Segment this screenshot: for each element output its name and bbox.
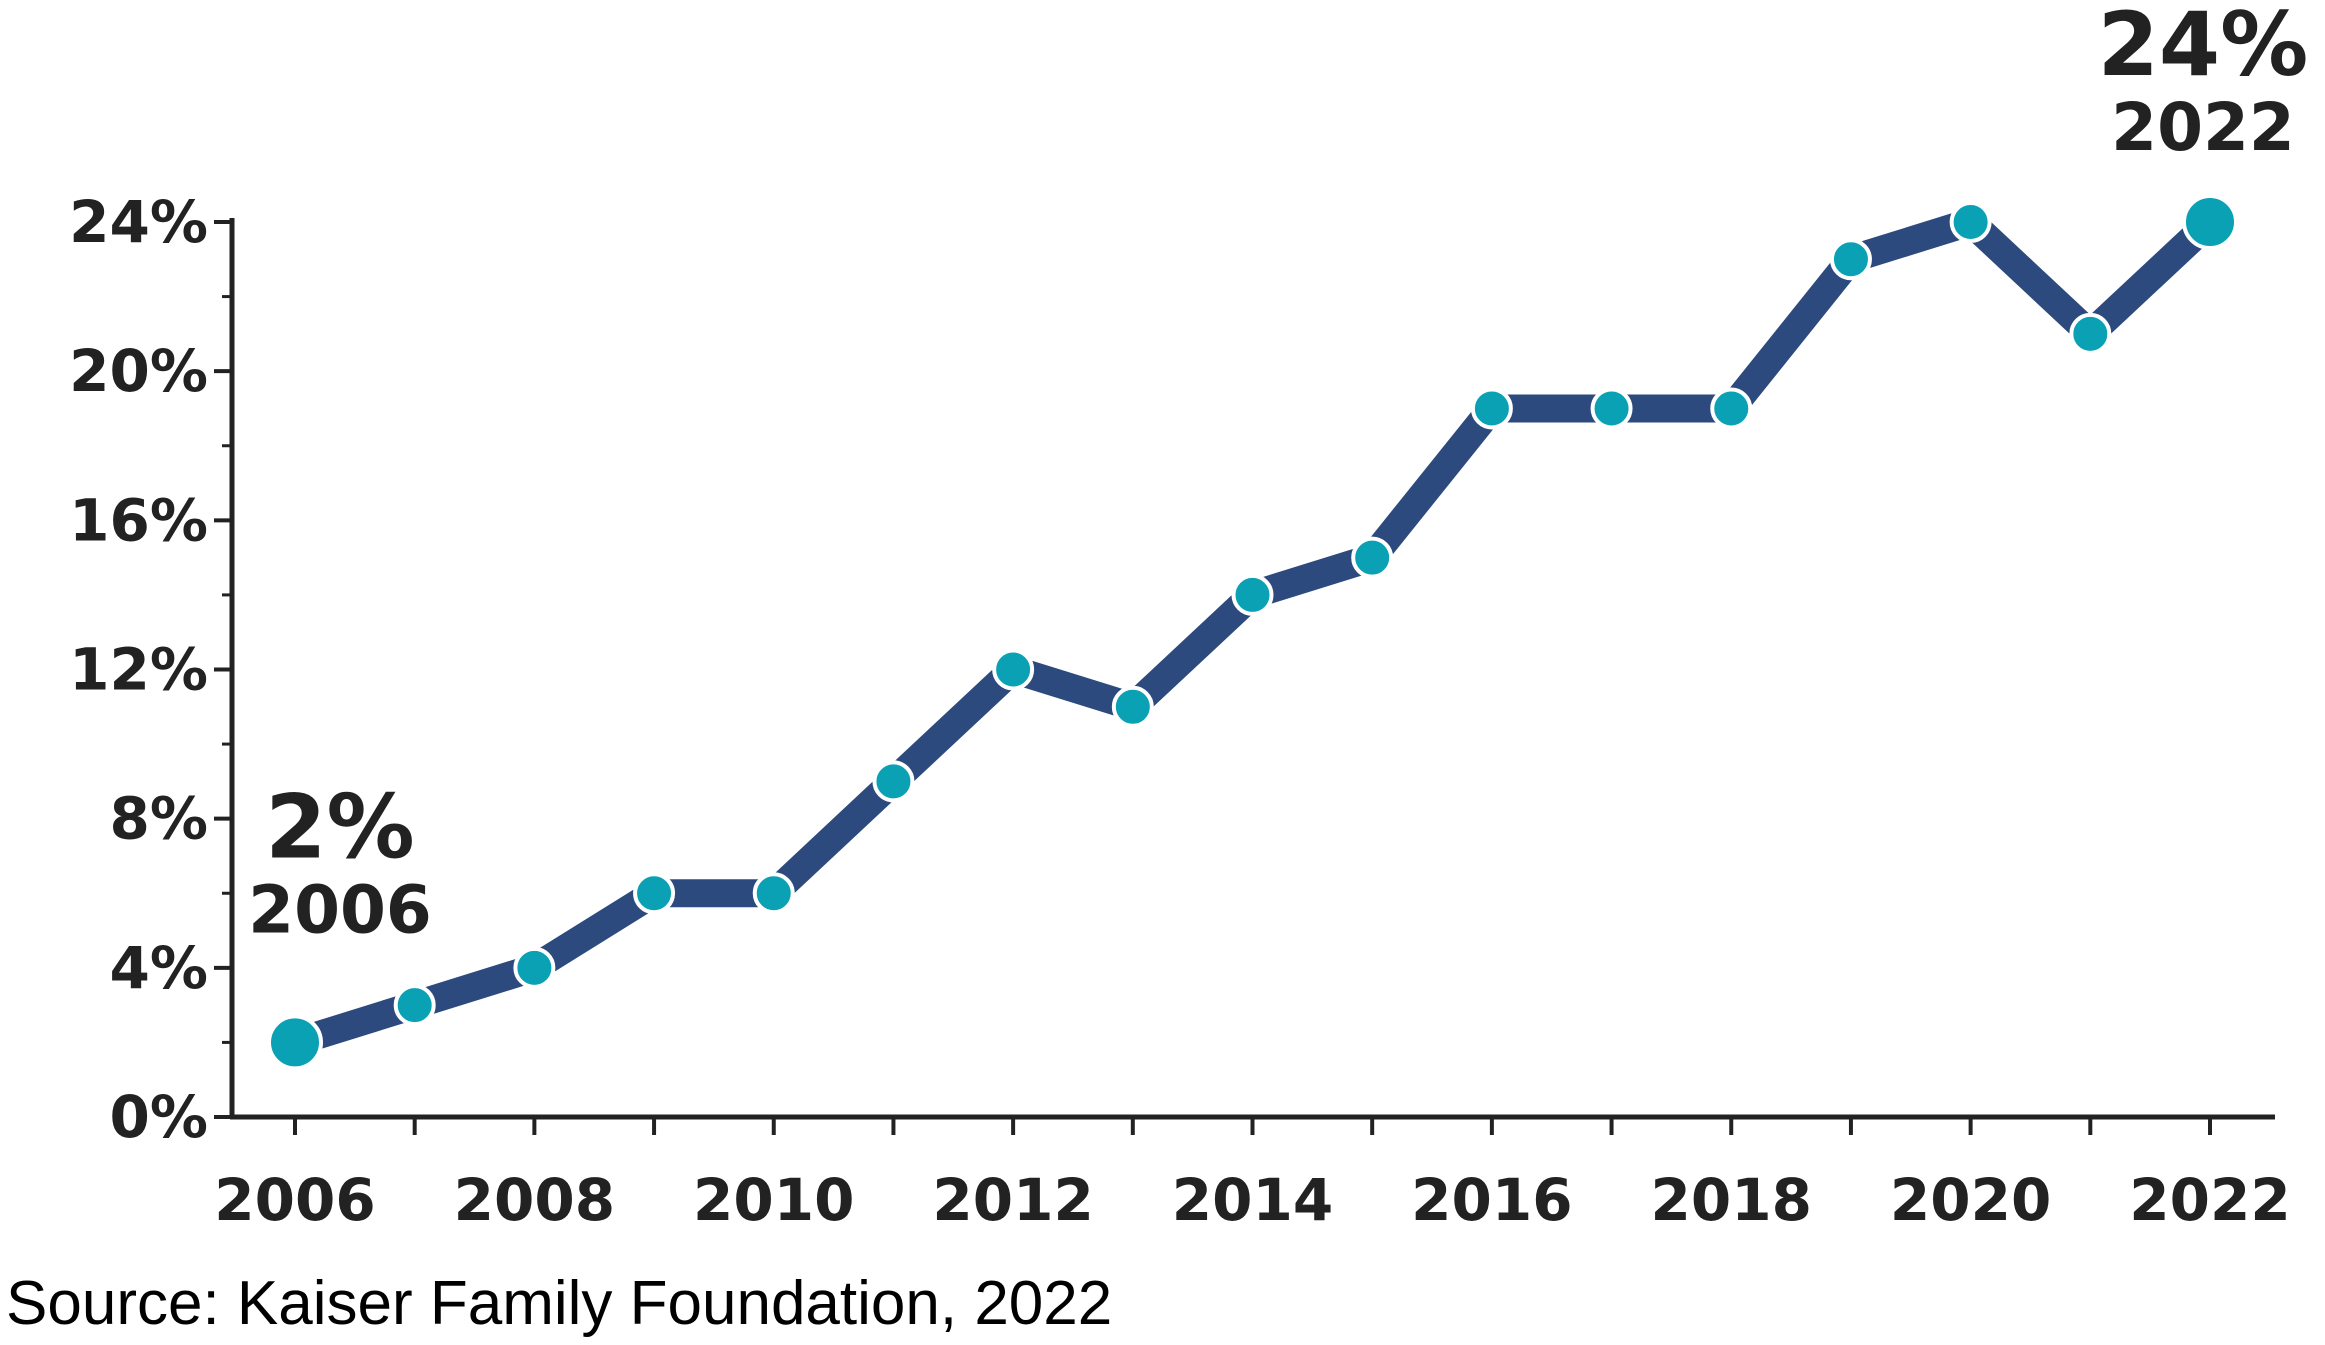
annotation-year: 2022 [2111,89,2295,166]
data-point [1111,685,1154,728]
y-tick-label: 0% [110,1083,208,1151]
series-line [281,208,2224,1057]
data-point [1590,387,1633,430]
y-tick-label: 20% [69,337,208,405]
x-tick-label: 2014 [1172,1166,1333,1234]
data-point [267,1014,323,1071]
data-point [1351,536,1394,579]
data-point [1949,201,1992,243]
x-tick-label: 2010 [693,1166,854,1234]
y-tick-label: 8% [110,785,208,853]
y-tick-label: 24% [69,188,208,256]
data-point [393,984,436,1027]
data-point [992,648,1035,691]
data-point [752,872,795,915]
data-point [872,760,915,803]
x-tick-label: 2018 [1651,1166,1812,1234]
data-point [1470,387,1513,430]
x-tick-label: 2022 [2129,1166,2290,1234]
annotation-year: 2006 [248,871,432,948]
data-point [2069,312,2112,355]
line-chart: 0% 4% 8% 12% 16% 20% 24% 2006 2008 2010 2012 2014 20… [69,0,2309,1234]
data-point [633,872,676,915]
x-tick-label: 2012 [932,1166,1093,1234]
x-tick-label: 2006 [214,1166,375,1234]
annotation-value: 2% [265,775,414,878]
data-point [1829,238,1872,281]
source-note: Source: Kaiser Family Foundation, 2022 [6,1269,1113,1338]
x-tick-label: 2008 [454,1166,615,1234]
y-tick-label: 4% [110,934,208,1002]
data-point [1231,573,1274,616]
data-point [513,946,556,989]
data-point [2182,194,2238,250]
annotation-value: 24% [2098,0,2309,96]
y-tick-label: 12% [69,636,208,704]
x-tick-label: 2020 [1890,1166,2051,1234]
data-point [1710,387,1753,430]
x-tick-label: 2016 [1411,1166,1572,1234]
y-tick-label: 16% [69,486,208,554]
